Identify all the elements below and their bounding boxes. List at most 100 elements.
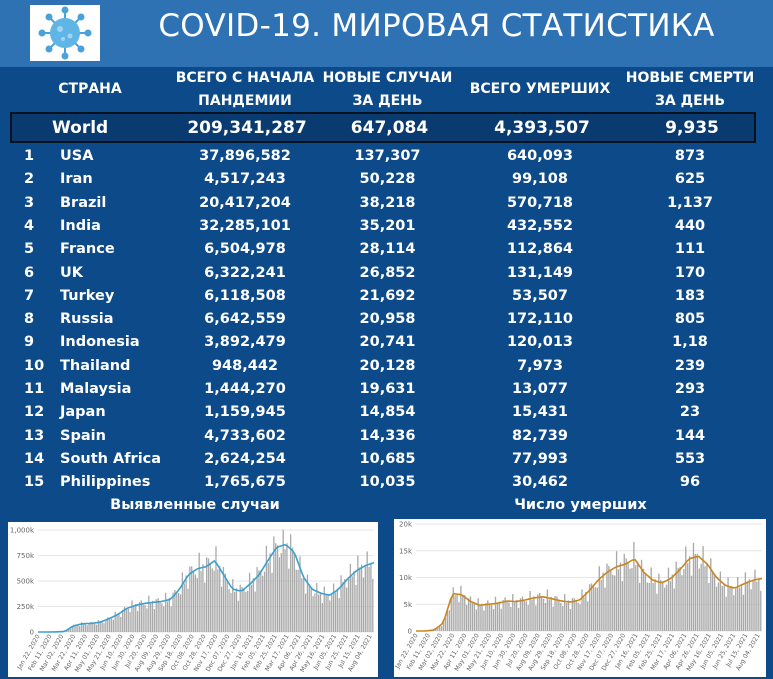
column-header-country: СТРАНА bbox=[58, 81, 122, 97]
deaths-bar bbox=[465, 605, 468, 631]
deaths-bar bbox=[608, 565, 610, 631]
deaths-bar bbox=[440, 626, 443, 631]
header-banner: COVID-19. МИРОВАЯ СТАТИСТИКА bbox=[0, 0, 773, 67]
row-total-cases: 948,442 bbox=[211, 357, 279, 374]
deaths-bar bbox=[485, 603, 487, 631]
cases-bar bbox=[200, 570, 202, 632]
deaths-ytick-label: 10k bbox=[399, 574, 413, 582]
deaths-bar bbox=[635, 565, 637, 631]
cases-bar bbox=[101, 621, 103, 632]
row-country: UK bbox=[60, 264, 84, 281]
deaths-bar bbox=[721, 585, 723, 631]
row-country: USA bbox=[60, 148, 94, 164]
deaths-bar bbox=[727, 577, 729, 631]
row-total-deaths: 82,739 bbox=[512, 427, 568, 444]
deaths-bar bbox=[685, 546, 687, 631]
deaths-bar bbox=[604, 587, 606, 631]
row-new-deaths: 440 bbox=[674, 217, 706, 234]
cases-bar bbox=[66, 630, 68, 632]
cases-bar bbox=[80, 622, 83, 632]
deaths-bar bbox=[558, 600, 560, 631]
cases-bar bbox=[297, 569, 299, 632]
cases-bar bbox=[192, 571, 195, 632]
cases-bar bbox=[360, 564, 363, 632]
deaths-bar bbox=[648, 583, 650, 631]
deaths-bar bbox=[590, 583, 593, 631]
cases-bar bbox=[194, 574, 197, 632]
deaths-bar bbox=[644, 573, 647, 631]
row-total-cases: 6,322,241 bbox=[204, 264, 286, 281]
cases-bar bbox=[349, 563, 352, 632]
cases-bar bbox=[202, 564, 204, 632]
cases-bar bbox=[222, 566, 225, 632]
cases-bar bbox=[133, 606, 135, 632]
deaths-bar bbox=[735, 588, 737, 631]
deaths-bar bbox=[633, 541, 635, 631]
deaths-bar bbox=[733, 595, 735, 631]
table-row: 2 Iran 4,517,243 50,228 99,108 625 bbox=[0, 168, 773, 191]
cases-bar bbox=[275, 543, 277, 632]
column-header-new-line1: НОВЫЕ СЛУЧАИ bbox=[322, 70, 453, 86]
cases-bar bbox=[303, 577, 305, 632]
deaths-bar bbox=[658, 573, 660, 631]
cases-bar bbox=[265, 545, 268, 632]
row-total-deaths: 13,077 bbox=[512, 381, 568, 397]
deaths-bar bbox=[444, 617, 447, 631]
deaths-bar bbox=[742, 594, 745, 631]
deaths-bar bbox=[638, 582, 641, 631]
row-country: Philippines bbox=[60, 474, 151, 491]
cases-bar bbox=[256, 567, 258, 632]
deaths-bar bbox=[640, 559, 643, 631]
deaths-bar bbox=[594, 587, 597, 631]
cases-ytick-label: 500k bbox=[17, 578, 35, 586]
deaths-bar bbox=[552, 606, 554, 631]
deaths-bar bbox=[702, 546, 704, 631]
cases-ytick-label: 250k bbox=[17, 603, 35, 611]
cases-bar bbox=[306, 574, 309, 632]
deaths-bar bbox=[710, 558, 712, 631]
cases-bar bbox=[107, 617, 109, 632]
deaths-bar bbox=[700, 563, 702, 631]
cases-bar bbox=[217, 569, 219, 632]
cases-bar bbox=[178, 592, 180, 632]
deaths-bar bbox=[477, 598, 479, 631]
cases-bar bbox=[312, 596, 314, 632]
deaths-bar bbox=[589, 584, 591, 631]
deaths-bar bbox=[665, 584, 668, 631]
cases-bar bbox=[370, 562, 372, 632]
row-total-deaths: 432,552 bbox=[506, 217, 574, 234]
cases-bar bbox=[372, 578, 374, 632]
deaths-bar bbox=[521, 596, 524, 631]
row-new-cases: 21,692 bbox=[359, 287, 416, 304]
deaths-bar bbox=[760, 590, 762, 631]
deaths-bar bbox=[514, 602, 516, 631]
cases-bar bbox=[327, 593, 329, 632]
deaths-bar bbox=[687, 563, 689, 631]
deaths-bar bbox=[577, 602, 579, 631]
deaths-bar bbox=[539, 593, 541, 631]
deaths-bar bbox=[677, 567, 679, 631]
cases-bar bbox=[99, 622, 101, 632]
cases-bar bbox=[308, 584, 310, 632]
row-total-cases: 1,159,945 bbox=[204, 404, 286, 421]
cases-bar bbox=[183, 583, 185, 632]
cases-bar bbox=[362, 577, 365, 632]
deaths-bar bbox=[656, 593, 658, 631]
deaths-bar bbox=[435, 628, 437, 631]
deaths-bar bbox=[483, 610, 485, 631]
cases-bar bbox=[357, 555, 359, 632]
cases-bar bbox=[267, 562, 269, 632]
row-total-cases: 20,417,204 bbox=[199, 194, 291, 211]
cases-bar bbox=[368, 566, 370, 632]
row-country: Malaysia bbox=[60, 381, 132, 397]
row-country: Thailand bbox=[60, 357, 131, 374]
row-new-cases: 38,218 bbox=[359, 194, 416, 211]
statistics-table: СТРАНА ВСЕГО С НАЧАЛА ПАНДЕМИИ НОВЫЕ СЛУ… bbox=[0, 67, 773, 493]
cases-bar bbox=[280, 553, 282, 632]
deaths-bar bbox=[723, 584, 725, 631]
cases-bar bbox=[144, 604, 146, 632]
cases-bar bbox=[176, 592, 178, 632]
cases-bar bbox=[276, 545, 279, 632]
column-header-total-line1: ВСЕГО С НАЧАЛА bbox=[175, 70, 315, 86]
deaths-bar bbox=[667, 567, 670, 631]
